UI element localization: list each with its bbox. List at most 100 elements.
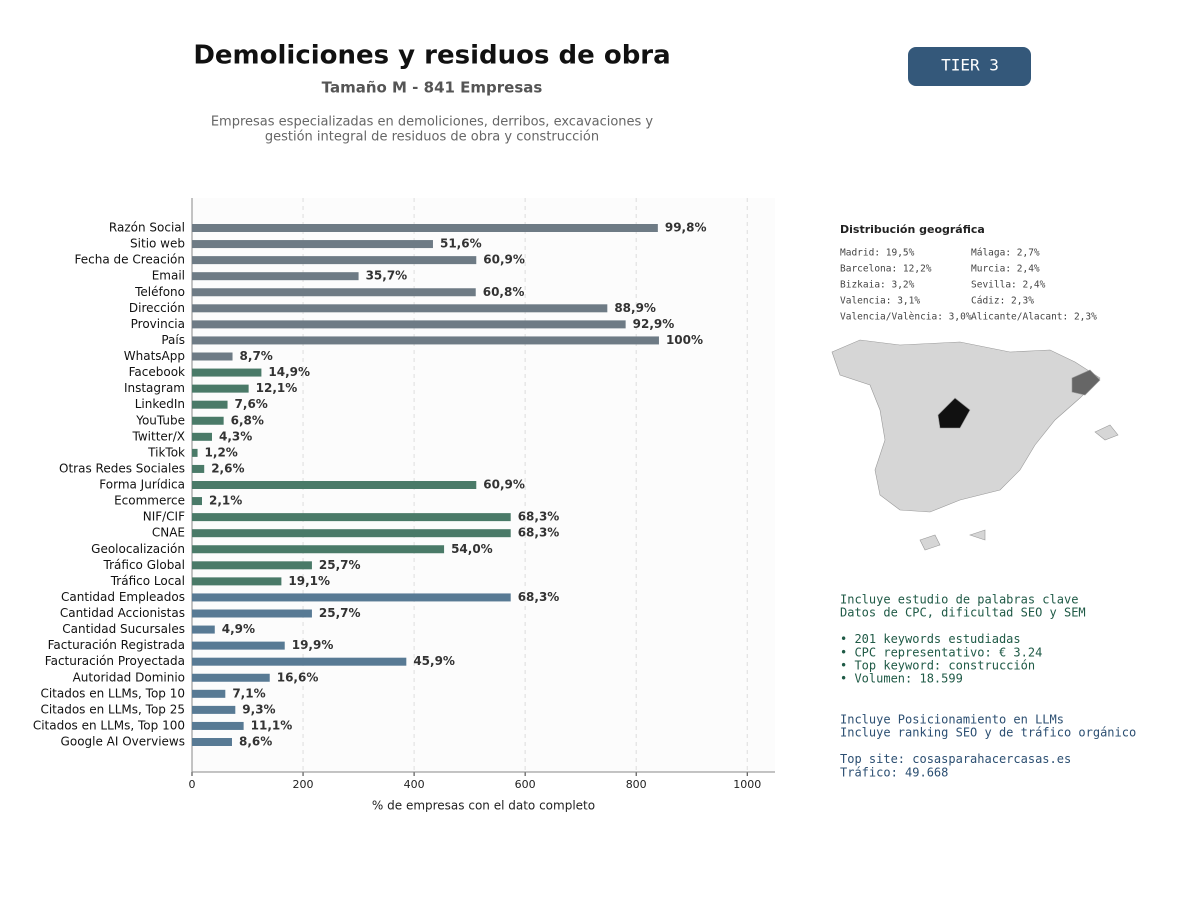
bar: [192, 609, 312, 618]
value-label: 19,1%: [288, 574, 330, 588]
value-label: 54,0%: [451, 542, 493, 556]
bar: [192, 240, 433, 249]
geo-title: Distribución geográfica: [840, 223, 985, 236]
spain: [831, 339, 1101, 513]
seo-info: • Top keyword: construcción: [840, 659, 1035, 673]
bar: [192, 368, 262, 377]
value-label: 2,1%: [209, 494, 242, 508]
value-label: 4,9%: [222, 622, 255, 636]
x-tick-label: 600: [515, 778, 536, 791]
bar: [192, 336, 659, 345]
value-label: 14,9%: [268, 365, 310, 379]
y-tick-label: Facebook: [129, 365, 185, 379]
y-tick-label: Teléfono: [134, 285, 185, 299]
y-tick-label: Facturación Proyectada: [45, 654, 185, 668]
value-label: 2,6%: [211, 461, 244, 475]
bar: [192, 416, 224, 425]
y-tick-label: Cantidad Accionistas: [60, 606, 185, 620]
geo-item: Cádiz: 2,3%: [971, 296, 1034, 307]
value-label: 9,3%: [242, 702, 275, 716]
x-tick-label: 200: [293, 778, 314, 791]
value-label: 68,3%: [518, 510, 560, 524]
y-tick-label: Ecommerce: [114, 494, 185, 508]
value-label: 4,3%: [219, 429, 252, 443]
bar: [192, 545, 445, 554]
geo-item: Bizkaia: 3,2%: [840, 280, 915, 291]
bar: [192, 464, 205, 473]
value-label: 8,6%: [239, 735, 272, 749]
value-label: 25,7%: [319, 558, 361, 572]
bar: [192, 673, 270, 682]
islands: [1094, 424, 1119, 441]
bar: [192, 400, 228, 409]
y-tick-label: Autoridad Dominio: [73, 670, 185, 684]
y-tick-label: YouTube: [135, 413, 185, 427]
description: gestión integral de residuos de obra y c…: [265, 130, 599, 145]
y-tick-label: Cantidad Empleados: [61, 590, 185, 604]
y-tick-label: Geolocalización: [91, 542, 185, 556]
llm-info: Top site: cosasparahacercasas.es: [840, 752, 1071, 766]
llm-info: Incluye Posicionamiento en LLMs: [840, 713, 1064, 727]
y-tick-label: Instagram: [124, 381, 185, 395]
bar: [192, 384, 249, 393]
chart-title: Demoliciones y residuos de obra: [193, 41, 670, 71]
bar: [192, 641, 285, 650]
bar: [192, 304, 608, 313]
value-label: 60,9%: [483, 478, 525, 492]
value-label: 45,9%: [413, 654, 455, 668]
y-tick-label: Citados en LLMs, Top 10: [40, 686, 185, 700]
geo-item: Barcelona: 12,2%: [840, 264, 932, 275]
y-tick-label: CNAE: [152, 526, 185, 540]
y-tick-label: Google AI Overviews: [61, 735, 185, 749]
seo-info: • Volumen: 18.599: [840, 672, 963, 686]
geo-item: Valencia/València: 3,0%: [840, 312, 972, 323]
bar: [192, 657, 407, 666]
barcelona: [1071, 369, 1101, 396]
y-tick-label: NIF/CIF: [143, 510, 185, 524]
bar: [192, 529, 511, 538]
badge: [908, 47, 1031, 86]
y-tick-label: Facturación Registrada: [48, 638, 185, 652]
geo-item: Valencia: 3,1%: [840, 296, 920, 307]
value-label: 60,9%: [483, 253, 525, 267]
y-tick-label: TikTok: [147, 445, 185, 459]
value-label: 19,9%: [292, 638, 334, 652]
geo-item: Málaga: 2,7%: [971, 248, 1040, 259]
description: Empresas especializadas en demoliciones,…: [211, 115, 654, 130]
value-label: 16,6%: [277, 670, 319, 684]
llm-info: Tráfico: 49.668: [840, 765, 948, 779]
bar: [192, 256, 477, 265]
geo-item: Sevilla: 2,4%: [971, 280, 1046, 291]
bar: [192, 448, 198, 457]
geo-item: Alicante/Alacant: 2,3%: [971, 312, 1097, 323]
value-label: 35,7%: [366, 269, 408, 283]
y-tick-label: Otras Redes Sociales: [59, 461, 185, 475]
value-label: 99,8%: [665, 221, 707, 235]
bar: [192, 705, 236, 714]
y-tick-label: País: [161, 333, 185, 347]
bar: [192, 320, 626, 329]
seo-info: Datos de CPC, dificultad SEO y SEM: [840, 606, 1086, 620]
llm-info: Incluye ranking SEO y de tráfico orgánic…: [840, 726, 1136, 740]
y-tick-label: Dirección: [129, 301, 185, 315]
value-label: 100%: [666, 333, 703, 347]
bar: [192, 561, 312, 570]
value-label: 8,7%: [240, 349, 273, 363]
value-label: 88,9%: [614, 301, 656, 315]
bar: [192, 497, 202, 506]
value-label: 68,3%: [518, 526, 560, 540]
value-label: 92,9%: [633, 317, 675, 331]
bar: [192, 481, 477, 489]
bar: [192, 721, 244, 730]
value-label: 51,6%: [440, 237, 482, 251]
x-tick-label: 1000: [733, 778, 761, 791]
x-tick-label: 400: [404, 778, 425, 791]
y-tick-label: LinkedIn: [135, 397, 185, 411]
bar: [192, 352, 233, 361]
y-tick-label: Tráfico Local: [110, 574, 185, 588]
canarias: [919, 529, 986, 551]
y-tick-label: Citados en LLMs, Top 25: [40, 702, 185, 716]
y-tick-label: Provincia: [131, 317, 185, 331]
bar: [192, 738, 232, 746]
